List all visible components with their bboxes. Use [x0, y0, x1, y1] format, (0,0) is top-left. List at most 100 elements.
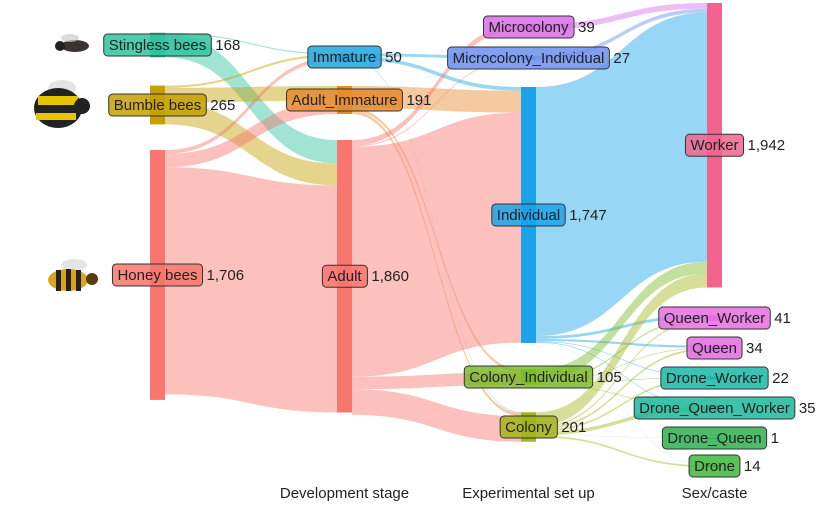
- link: [536, 317, 707, 383]
- link: [536, 435, 707, 468]
- link: [536, 261, 707, 382]
- link: [536, 273, 707, 427]
- node-value-label: 34: [746, 340, 763, 357]
- link: [352, 58, 521, 147]
- link: [352, 389, 521, 442]
- stingless-bee-icon: [55, 34, 89, 52]
- node-label-box: [499, 415, 558, 439]
- node-label: Immature 50: [307, 45, 402, 69]
- link: [352, 110, 521, 417]
- node-value-label: 27: [613, 50, 630, 67]
- node-name: Microcolony: [488, 19, 569, 36]
- node-label-box: [658, 306, 771, 330]
- node-label-box: [111, 263, 204, 287]
- node-label-box: [286, 88, 403, 112]
- node-label: Drone_Worker 22: [660, 366, 789, 390]
- node-value-label: 41: [774, 310, 791, 327]
- node-value-label: 22: [772, 370, 789, 387]
- node-name: Adult_Immature: [292, 92, 398, 109]
- node-label-box: [103, 33, 212, 57]
- node-label-box: [108, 93, 207, 117]
- link: [536, 3, 707, 30]
- node-value-label: 14: [744, 458, 761, 475]
- node-label-box: [684, 133, 745, 157]
- column-label: Development stage: [280, 485, 409, 502]
- node-label: Individual 1,747: [491, 203, 607, 227]
- link: [165, 33, 337, 164]
- node-name: Colony_Individual: [469, 369, 587, 386]
- node-value-label: 1,860: [371, 268, 409, 285]
- node-value-label: 35: [799, 400, 816, 417]
- node-label: Drone_Queen_Worker 35: [633, 396, 816, 420]
- node-label-box: [660, 366, 769, 390]
- node-value-label: 1,706: [207, 267, 245, 284]
- link: [165, 56, 337, 154]
- link: [536, 338, 707, 348]
- link: [536, 314, 707, 339]
- link: [536, 341, 707, 407]
- node-value-label: 1: [771, 430, 779, 447]
- node-name: Individual: [497, 207, 560, 224]
- node-name: Drone: [694, 458, 735, 475]
- link: [165, 54, 337, 88]
- bee-icons: [34, 34, 98, 291]
- node-value-label: 168: [215, 37, 240, 54]
- node-label: Worker 1,942: [684, 133, 786, 157]
- node-label: Microcolony_Individual 27: [447, 46, 630, 70]
- node-name: Immature: [313, 49, 376, 66]
- column-label: Experimental set up: [462, 485, 595, 502]
- node-label: Queen 34: [686, 336, 763, 360]
- node-name: Worker: [690, 137, 738, 154]
- node-label: Adult_Immature 191: [286, 88, 431, 112]
- node-label-box: [447, 46, 610, 70]
- node-label: Honey bees 1,706: [111, 263, 245, 287]
- link: [165, 100, 337, 168]
- link: [165, 102, 337, 186]
- node-value-label: 50: [385, 49, 402, 66]
- link: [536, 383, 707, 407]
- node-label: Bumble bees 265: [108, 93, 235, 117]
- node-label-box: [688, 454, 741, 478]
- links: [165, 3, 707, 468]
- node-label-box: [633, 396, 796, 420]
- node-name: Colony: [505, 419, 552, 436]
- node-value-label: 201: [561, 419, 586, 436]
- node-value-label: 1,942: [748, 137, 786, 154]
- node-value-label: 39: [578, 19, 595, 36]
- node-name: Drone_Queen: [667, 430, 761, 447]
- node-label: Colony 201: [499, 415, 586, 439]
- honey-bee-icon: [48, 259, 98, 291]
- column-label: Sex/caste: [682, 485, 748, 502]
- node-value-label: 265: [210, 97, 235, 114]
- link: [352, 107, 521, 373]
- node-name: Drone_Worker: [666, 370, 763, 387]
- link: [536, 406, 707, 436]
- node-name: Queen_Worker: [664, 310, 765, 327]
- node-label-box: [482, 15, 575, 39]
- link: [536, 12, 707, 337]
- link: [536, 377, 707, 432]
- node-name: Microcolony_Individual: [453, 50, 605, 67]
- node-label: Colony_Individual 105: [463, 365, 622, 389]
- link: [536, 348, 707, 431]
- link: [165, 167, 337, 413]
- node-name: Stingless bees: [109, 37, 207, 54]
- link: [536, 435, 707, 439]
- node-label: Queen_Worker 41: [658, 306, 791, 330]
- link: [536, 319, 707, 428]
- node-label-box: [307, 45, 382, 69]
- node-label: Stingless bees 168: [103, 33, 240, 57]
- node-label-box: [321, 264, 368, 288]
- node-label: Microcolony 39: [482, 15, 595, 39]
- link: [352, 24, 521, 146]
- node-label-box: [661, 426, 768, 450]
- node-label-box: [491, 203, 566, 227]
- node-value-label: 191: [406, 92, 431, 109]
- link: [352, 56, 521, 91]
- link: [352, 59, 521, 414]
- link: [352, 112, 521, 377]
- link: [536, 377, 707, 384]
- node-label: Adult 1,860: [321, 264, 409, 288]
